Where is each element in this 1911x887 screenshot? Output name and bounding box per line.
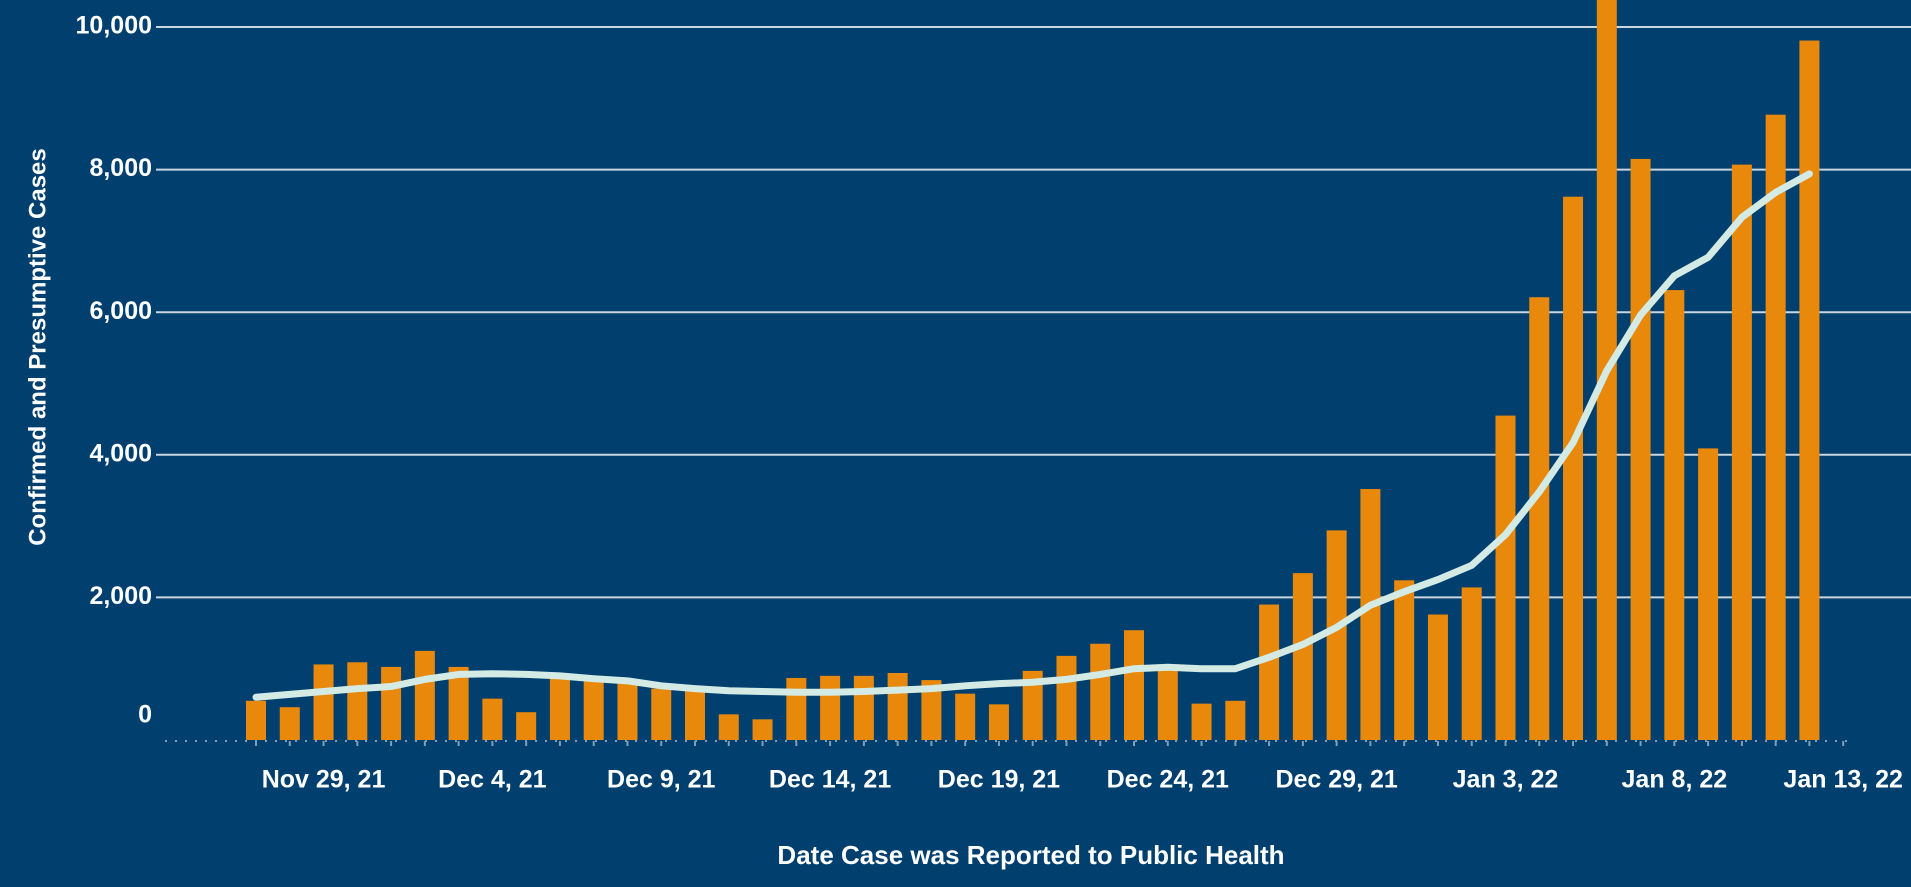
bar (1056, 655, 1077, 740)
bar (1461, 587, 1482, 740)
bar (651, 688, 672, 740)
plot-area (246, 0, 1820, 741)
x-tick-label: Dec 14, 21 (769, 766, 891, 794)
x-tick-label: Dec 24, 21 (1107, 766, 1229, 794)
y-tick-label: 4,000 (89, 439, 152, 467)
bar (718, 714, 739, 740)
bar (685, 690, 706, 740)
bar (1495, 415, 1516, 740)
x-tick-label: Jan 8, 22 (1622, 766, 1728, 794)
bar (1090, 643, 1111, 740)
bar (1292, 573, 1313, 740)
bar (1427, 614, 1448, 740)
bar (381, 666, 402, 740)
bar (955, 693, 976, 740)
bar (921, 680, 942, 740)
x-tick-label: Dec 29, 21 (1275, 766, 1397, 794)
bar (347, 662, 368, 740)
bar (279, 707, 300, 740)
bar (549, 676, 570, 740)
y-tick-label: 10,000 (76, 12, 152, 40)
bar (1157, 667, 1178, 740)
x-tick-label: Dec 4, 21 (438, 766, 547, 794)
bar (820, 675, 841, 740)
bar (583, 680, 604, 740)
bar (1326, 530, 1347, 740)
bar (246, 700, 266, 740)
bar (1394, 580, 1415, 740)
bar (1698, 448, 1719, 740)
x-tick-label: Nov 29, 21 (262, 766, 386, 794)
y-axis-title: Confirmed and Presumptive Cases (24, 148, 51, 545)
bar (617, 682, 638, 740)
x-tick-label: Jan 13, 22 (1783, 766, 1903, 794)
bar (1664, 290, 1685, 740)
bar (448, 666, 469, 740)
bar (887, 672, 908, 740)
bar (1225, 700, 1246, 740)
bar (1259, 604, 1280, 740)
bar (1191, 703, 1212, 740)
bar (1563, 196, 1584, 741)
bar (414, 650, 435, 740)
bar (1124, 630, 1145, 740)
bar (1765, 114, 1786, 741)
bar (313, 664, 334, 740)
y-tick-label: 0 (138, 701, 152, 729)
bar (1630, 158, 1651, 740)
x-tick-label: Jan 3, 22 (1453, 766, 1559, 794)
moving-average-line (252, 170, 1813, 701)
y-tick-label: 6,000 (89, 297, 152, 325)
bar (853, 675, 874, 740)
bar (786, 677, 807, 740)
y-tick-label: 8,000 (89, 154, 152, 182)
bar (1022, 670, 1043, 740)
x-tick-label: Dec 19, 21 (938, 766, 1060, 794)
bar (1529, 297, 1550, 740)
bar (988, 704, 1009, 740)
bar (1799, 40, 1820, 741)
bar (516, 712, 537, 740)
bar (1360, 489, 1381, 740)
bar (1731, 164, 1752, 740)
bar (482, 698, 503, 740)
bar (752, 719, 773, 740)
x-tick-label: Dec 9, 21 (607, 766, 716, 794)
x-axis-title: Date Case was Reported to Public Health (777, 840, 1284, 870)
y-tick-label: 2,000 (89, 582, 152, 610)
